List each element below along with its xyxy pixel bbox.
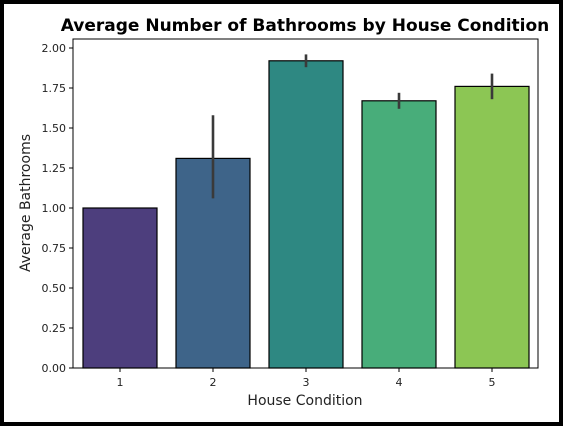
y-axis: 0.00 0.25 0.50 0.75 1.00 1.25 1.50 1.75 2.00	[42, 42, 73, 375]
bar-chart: Average Number of Bathrooms by House Con…	[18, 16, 550, 409]
y-tick-label-0.00: 0.00	[42, 362, 67, 375]
x-tick-label-5: 5	[489, 376, 496, 389]
y-tick-label-1.25: 1.25	[42, 162, 67, 175]
x-tick-label-1: 1	[117, 376, 124, 389]
x-tick-label-4: 4	[396, 376, 403, 389]
x-axis: 1 2 3 4 5	[117, 368, 496, 389]
y-axis-label: Average Bathrooms	[18, 134, 34, 272]
y-tick-label-0.25: 0.25	[42, 322, 67, 335]
y-tick-label-1.00: 1.00	[42, 202, 67, 215]
x-tick-label-3: 3	[303, 376, 310, 389]
y-tick-label-0.50: 0.50	[42, 282, 67, 295]
error-bars-group	[211, 54, 494, 199]
bars-group	[82, 60, 530, 369]
bar-1	[82, 207, 158, 369]
x-axis-label: House Condition	[247, 393, 362, 409]
y-tick-label-0.75: 0.75	[42, 242, 67, 255]
y-tick-label-2.00: 2.00	[42, 42, 67, 55]
chart-title: Average Number of Bathrooms by House Con…	[61, 16, 550, 36]
x-tick-label-2: 2	[210, 376, 217, 389]
y-tick-label-1.75: 1.75	[42, 82, 67, 95]
bar-4	[361, 100, 437, 369]
y-tick-label-1.50: 1.50	[42, 122, 67, 135]
bar-3	[268, 60, 344, 369]
bar-5	[454, 85, 530, 369]
